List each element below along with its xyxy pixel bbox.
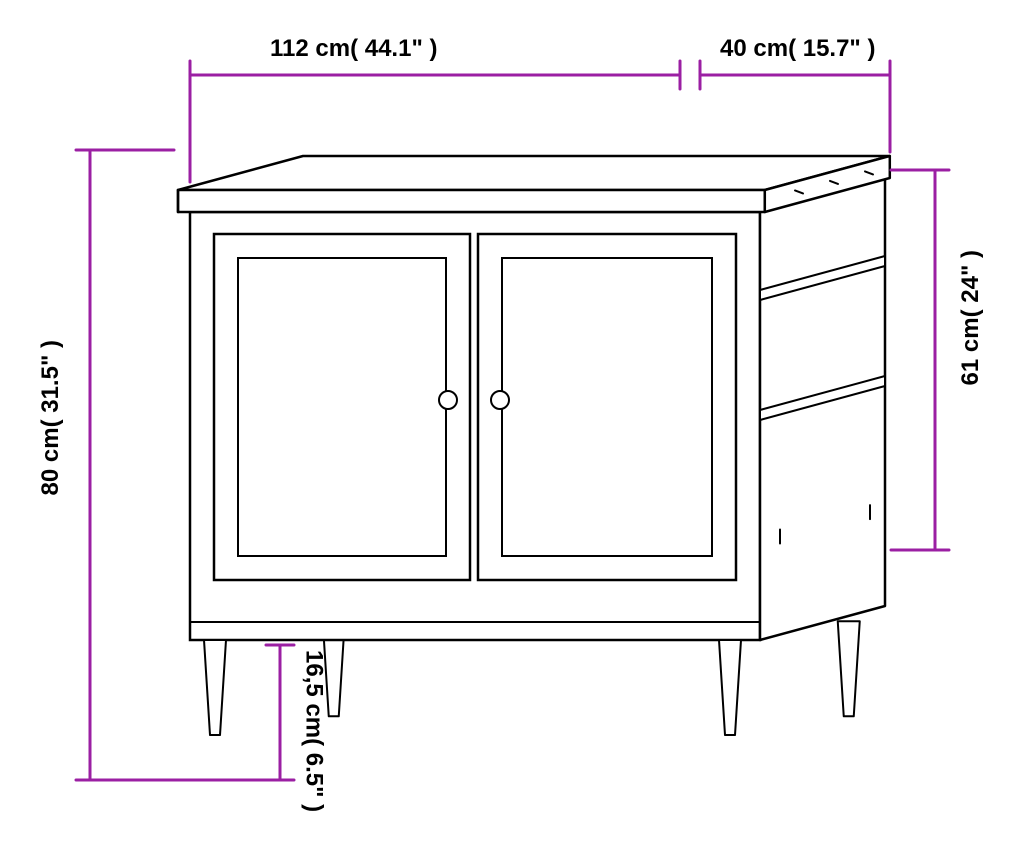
diagram-stage: 112 cm( 44.1" ) 40 cm( 15.7" ) 80 cm( 31… [0, 0, 1013, 849]
diagram-svg [0, 0, 1013, 849]
dim-label-leg-height: 16,5 cm( 6.5" ) [300, 650, 326, 812]
dim-label-width: 112 cm( 44.1" ) [270, 36, 438, 62]
dim-label-depth: 40 cm( 15.7" ) [720, 36, 875, 62]
dim-label-height: 80 cm( 31.5" ) [38, 340, 64, 495]
dim-label-inner-height: 61 cm( 24" ) [958, 250, 984, 385]
